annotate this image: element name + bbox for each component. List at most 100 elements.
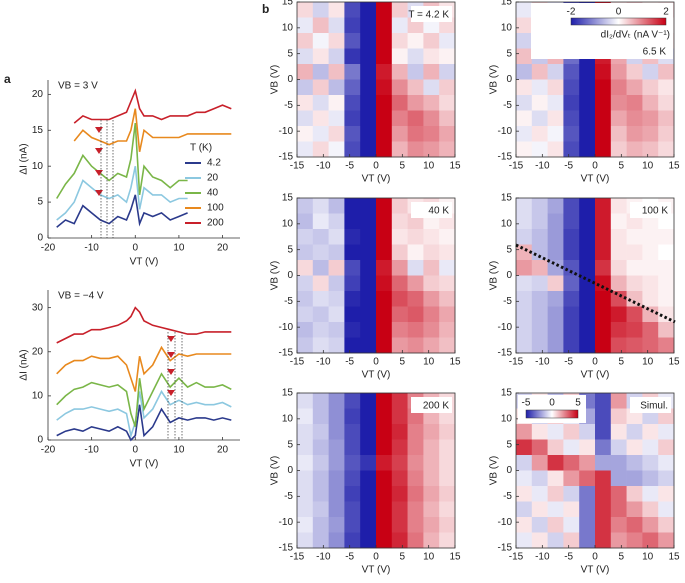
heat-cell — [439, 48, 456, 65]
heat-cell — [407, 486, 424, 502]
heat-cell — [391, 393, 408, 409]
heat-cell — [642, 455, 659, 471]
heat-cell — [360, 48, 377, 65]
heat-cell — [344, 33, 361, 49]
y-tick-label: -10 — [498, 126, 513, 137]
heat-cell — [376, 229, 393, 245]
heat-cell — [391, 408, 408, 425]
heat-cell — [312, 291, 329, 307]
heat-cell — [360, 126, 377, 142]
heat-cell — [658, 486, 675, 502]
heat-cell — [595, 439, 612, 456]
heat-cell — [610, 198, 627, 214]
heat-cell — [642, 486, 659, 502]
heat-cell — [516, 291, 533, 307]
colorbar-box — [518, 395, 586, 423]
heat-cell — [297, 486, 314, 502]
heat-cell — [297, 455, 314, 471]
x-tick-label: 15 — [449, 161, 461, 172]
heat-cell — [658, 424, 675, 440]
y-tick-label: -15 — [498, 543, 513, 554]
heat-cell — [297, 306, 314, 323]
heat-cell — [531, 486, 548, 502]
x-tick-label: 15 — [668, 161, 680, 172]
heat-cell — [297, 501, 314, 518]
heat-cell — [658, 291, 675, 307]
x-axis-label: VT (V) — [581, 370, 610, 381]
heat-cell — [297, 229, 314, 245]
heat-cell — [531, 198, 548, 214]
heat-cell — [328, 48, 345, 65]
heat-cell — [407, 532, 424, 549]
y-tick-label: -10 — [279, 517, 294, 528]
heat-cell — [579, 213, 596, 230]
heat-cell — [626, 141, 643, 158]
heat-cell — [579, 424, 596, 440]
x-tick-label: -5 — [345, 552, 354, 563]
label-box — [630, 202, 671, 218]
heat-cell — [642, 337, 659, 354]
heat-cell — [423, 48, 440, 65]
heat-cell — [376, 322, 393, 338]
y-tick-label: -5 — [503, 296, 512, 307]
x-axis-label: VT (V) — [130, 459, 159, 470]
heat-cell — [344, 244, 361, 261]
heat-cell — [579, 64, 596, 80]
heat-cell — [579, 517, 596, 533]
heat-cell — [610, 260, 627, 276]
heat-cell — [297, 110, 314, 127]
y-tick-label: -5 — [503, 100, 512, 111]
heat-cell — [423, 470, 440, 487]
heat-cell — [547, 532, 564, 549]
heat-cell — [547, 439, 564, 456]
triangle — [167, 352, 175, 358]
heat-cell — [531, 337, 548, 354]
heat-cell — [344, 17, 361, 34]
heat-cell — [376, 141, 393, 158]
label-box — [411, 202, 452, 218]
heat-cell — [563, 64, 580, 80]
heat-cell — [312, 439, 329, 456]
heat-cell — [547, 229, 564, 245]
heat-cell — [439, 532, 456, 549]
series-line — [56, 123, 188, 199]
heat-cell — [516, 501, 533, 518]
label-box — [411, 397, 452, 413]
y-tick-label: -15 — [279, 152, 294, 163]
heat-cell — [328, 486, 345, 502]
colorbar-label: dI₂/dVₜ (nA V⁻¹) — [601, 30, 670, 41]
heat-cell — [297, 33, 314, 49]
x-tick-label: -5 — [564, 161, 573, 172]
heat-cell — [658, 275, 675, 292]
heat-cell — [407, 33, 424, 49]
heat-cell — [344, 291, 361, 307]
y-tick-label: 0 — [506, 465, 512, 476]
heat-cell — [360, 110, 377, 127]
map-label: Simul. — [640, 401, 668, 412]
heat-cell — [610, 517, 627, 533]
heat-cell — [312, 455, 329, 471]
y-tick-label: 5 — [287, 439, 293, 450]
heat-cell — [439, 337, 456, 354]
y-tick-label: 0 — [506, 74, 512, 85]
heat-cell — [312, 517, 329, 533]
heat-cell — [376, 2, 393, 18]
heat-cell — [360, 79, 377, 96]
x-tick-label: 10 — [173, 243, 185, 254]
heat-cell — [547, 424, 564, 440]
y-tick-label: 5 — [506, 439, 512, 450]
heat-cell — [531, 79, 548, 96]
heat-cell — [312, 17, 329, 34]
heat-cell — [376, 33, 393, 49]
heat-cell — [376, 275, 393, 292]
y-tick-label: 0 — [37, 435, 43, 446]
heat-cell — [579, 439, 596, 456]
heat-cell — [376, 64, 393, 80]
heat-cell — [423, 532, 440, 549]
heat-cell — [579, 275, 596, 292]
x-tick-label: -20 — [41, 445, 56, 456]
heat-cell — [547, 126, 564, 142]
heat-cell — [391, 291, 408, 307]
series-line — [56, 166, 188, 221]
heat-cell — [328, 79, 345, 96]
